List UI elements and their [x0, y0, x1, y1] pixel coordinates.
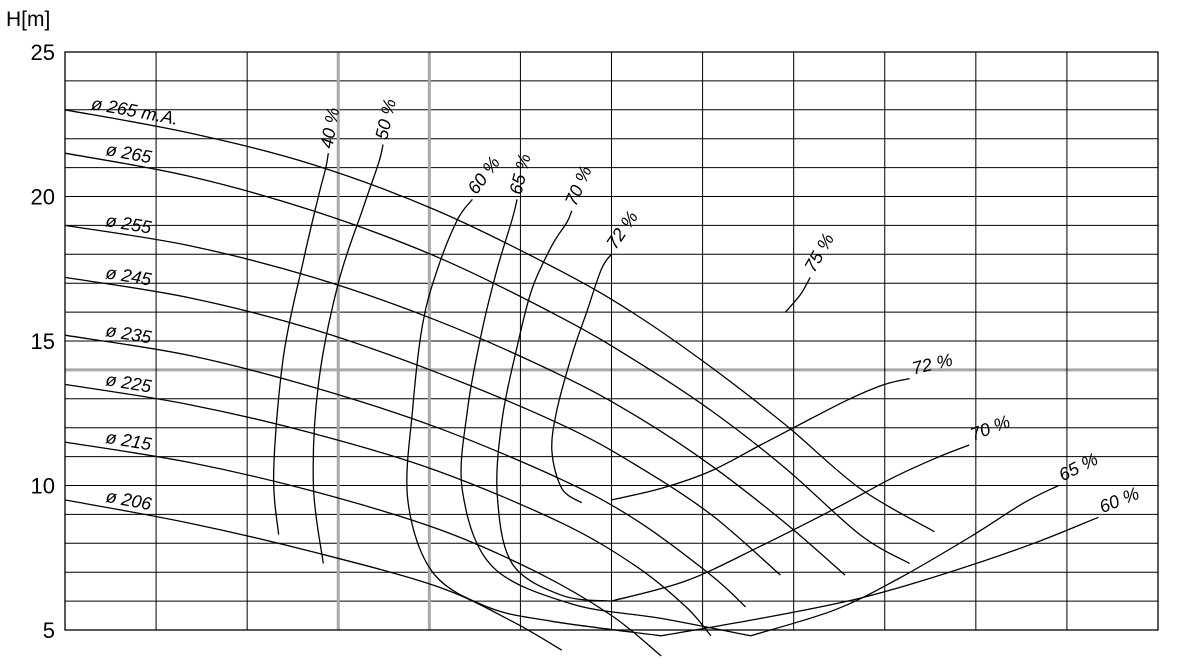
efficiency-label: 50 %: [371, 97, 400, 141]
efficiency-label: 75 %: [800, 230, 838, 276]
efficiency-label: 65 %: [1055, 449, 1101, 485]
efficiency-curve: [312, 144, 384, 564]
y-axis-title: H[m]: [6, 8, 50, 31]
impeller-curve-label: ø 215: [104, 427, 154, 454]
impeller-curve-label: ø 245: [104, 262, 154, 289]
efficiency-curve: [551, 253, 613, 504]
efficiency-curve: [661, 516, 1099, 637]
impeller-curve: [64, 109, 935, 533]
impeller-curve-label: ø 265: [104, 139, 154, 167]
impeller-curve-label: ø 225: [104, 369, 154, 396]
efficiency-label: 60 %: [1096, 483, 1142, 517]
efficiency-curve: [406, 198, 662, 637]
grid: [64, 51, 1159, 631]
efficiency-curve: [611, 377, 910, 501]
impeller-curve: [64, 383, 712, 637]
impeller-curve-label: ø 265 m.A.: [90, 93, 180, 129]
y-tick-labels: 5 10 15 20 25: [31, 40, 55, 643]
y-tick-label: 5: [43, 618, 55, 643]
impeller-curve: [64, 152, 910, 565]
efficiency-curve: [496, 210, 612, 602]
efficiency-curves: [272, 144, 1099, 637]
impeller-curve-label: ø 235: [104, 320, 154, 347]
efficiency-label: 60 %: [464, 153, 504, 198]
efficiency-label: 70 %: [967, 411, 1012, 444]
efficiency-curve: [750, 484, 1059, 637]
impeller-curve-label: ø 255: [104, 210, 154, 237]
impeller-curves: [64, 109, 935, 657]
impeller-curve: [64, 276, 781, 576]
impeller-curve: [64, 334, 747, 608]
impeller-curve-label: ø 206: [104, 486, 154, 514]
efficiency-label: 72 %: [602, 207, 642, 252]
y-tick-label: 15: [31, 329, 55, 354]
efficiency-label: 65 %: [506, 152, 535, 197]
impeller-curve: [64, 224, 846, 576]
y-tick-label: 20: [31, 185, 55, 210]
y-tick-label: 10: [31, 474, 55, 499]
y-tick-label: 25: [31, 40, 55, 65]
efficiency-label: 70 %: [561, 163, 596, 209]
efficiency-curve: [784, 277, 811, 313]
efficiency-curve: [272, 153, 329, 535]
efficiency-label: 72 %: [910, 350, 954, 379]
efficiency-curve: [460, 199, 751, 637]
impeller-curve: [64, 499, 563, 651]
efficiency-curve: [611, 444, 970, 602]
